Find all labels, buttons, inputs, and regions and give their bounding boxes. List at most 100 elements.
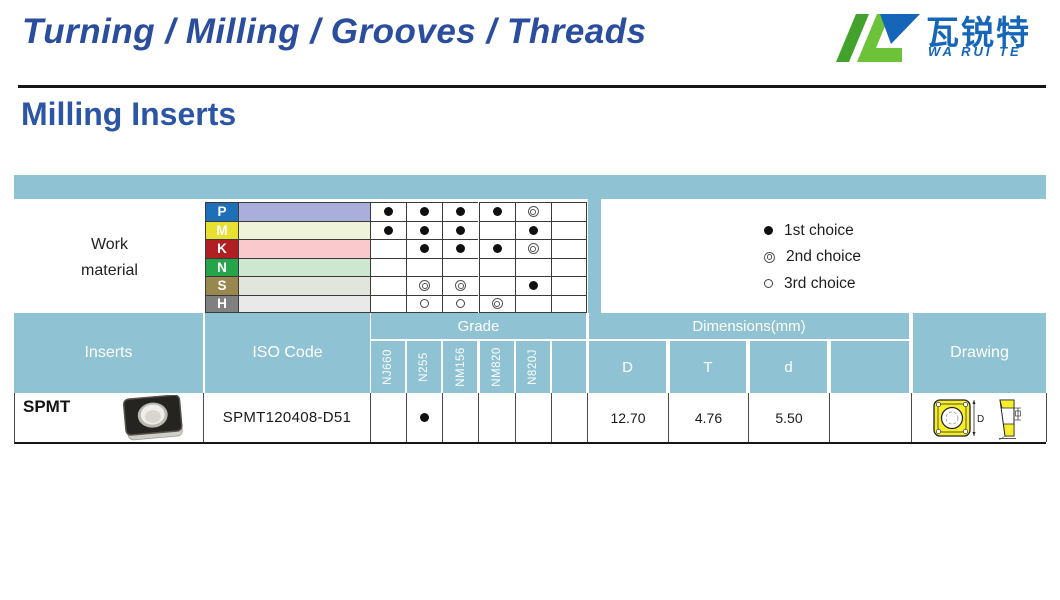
drawing-column-header: Drawing: [913, 313, 1046, 393]
first-choice-dot: [528, 281, 538, 291]
company-logo: 瓦锐特 WA RUI TE: [832, 6, 1048, 70]
first-choice-dot: [528, 225, 538, 235]
work-material-class-M: M: [205, 220, 238, 239]
grade-choice-cell: [406, 239, 443, 258]
iso-code-value: SPMT120408-D51: [222, 409, 352, 426]
grade-group-header: Grade: [371, 313, 586, 339]
inserts-column-header: Inserts: [14, 313, 203, 393]
first-choice-dot: [456, 225, 466, 235]
row-grade-cell: [443, 393, 480, 442]
row-grade-cell: [371, 393, 408, 442]
first-choice-dot: [420, 207, 430, 217]
grade-column-header: NM156: [443, 341, 478, 393]
first-choice-dot: [764, 226, 773, 235]
dimensions-group-header: Dimensions(mm): [589, 313, 909, 339]
third-choice-dot: [420, 299, 430, 309]
second-choice-dot: [491, 298, 503, 310]
grade-choice-cell: [514, 202, 551, 221]
grade-column-header: NM820: [479, 341, 514, 393]
dimension-column-header: T: [670, 341, 746, 393]
grade-choice-cell: [478, 257, 515, 276]
insert-top-view-drawing: D: [932, 398, 984, 437]
work-material-band: [238, 276, 370, 295]
grade-choice-cell: [406, 257, 443, 276]
section-title: Milling Inserts: [21, 96, 237, 132]
work-material-class-K: K: [205, 239, 238, 258]
row-grade-cell: [551, 393, 588, 442]
row-dimension-cell: 5.50: [749, 393, 830, 442]
grade-choice-cell: [370, 239, 407, 258]
work-material-caption-line1: Work: [90, 235, 129, 253]
work-material-band: [238, 257, 370, 276]
logo-mark-icon: [836, 14, 920, 62]
grade-choice-cell: [514, 294, 551, 313]
first-choice-dot: [384, 225, 394, 235]
legend-item: 1st choice: [764, 222, 854, 239]
row-dimension-cell: [830, 393, 912, 442]
grade-choice-cell: [370, 276, 407, 295]
legend-item: 3rd choice: [764, 275, 856, 292]
page-header-title: Turning / Milling / Grooves / Threads: [22, 12, 647, 51]
first-choice-dot: [456, 207, 466, 217]
grade-column-label: NM156: [454, 347, 467, 387]
work-material-caption-line2: material: [81, 261, 138, 279]
grade-choice-cell: [442, 276, 479, 295]
grade-choice-cell: [406, 276, 443, 295]
grade-choice-cell: [370, 220, 407, 239]
grade-choice-cell: [514, 239, 551, 258]
first-choice-dot: [384, 207, 394, 217]
second-choice-dot: [527, 243, 539, 255]
grade-column-header: NJ660: [371, 341, 406, 393]
catalog-table-row: SPMT SPMT120408-D51: [14, 393, 1047, 444]
logo-english-name: WA RUI TE: [928, 44, 1022, 59]
insert-photo: [122, 395, 183, 441]
grade-choice-cell: [406, 220, 443, 239]
work-material-band: [238, 239, 370, 258]
header-divider: [18, 85, 1046, 88]
dimension-column-header: d: [750, 341, 827, 393]
grade-column-header: N820J: [515, 341, 550, 393]
work-material-class-P: P: [205, 202, 238, 221]
work-material-class-S: S: [205, 276, 238, 295]
work-material-class-H: H: [205, 294, 238, 313]
first-choice-dot: [420, 225, 430, 235]
grade-column-header: [551, 341, 586, 393]
legend-label: 2nd choice: [786, 248, 861, 265]
insert-type-cell: SPMT: [15, 393, 204, 442]
grade-column-header: N255: [407, 341, 442, 393]
second-choice-dot: [455, 280, 467, 292]
work-material-class-N: N: [205, 257, 238, 276]
grade-choice-cell: [370, 202, 407, 221]
row-dimension-cell: 4.76: [669, 393, 749, 442]
grade-choice-cell: [478, 239, 515, 258]
grade-column-label: NJ660: [382, 349, 395, 385]
legend-label: 3rd choice: [784, 274, 856, 292]
row-grade-cell: [515, 393, 552, 442]
work-material-band: [238, 202, 370, 221]
legend-item: 2nd choice: [764, 248, 861, 266]
grade-choice-cell: [514, 220, 551, 239]
row-grade-cell: [407, 393, 444, 442]
first-choice-dot: [420, 244, 430, 254]
first-choice-dot: [420, 413, 430, 422]
dimension-column-header: D: [589, 341, 666, 393]
first-choice-dot: [492, 244, 502, 254]
grade-choice-cell: [370, 294, 407, 313]
table-top-band: [14, 175, 1046, 199]
grade-choice-cell: [550, 276, 587, 295]
first-choice-dot: [492, 207, 502, 217]
grade-choice-cell: [478, 220, 515, 239]
first-choice-dot: [456, 244, 466, 254]
iso-code-cell: SPMT120408-D51: [204, 393, 371, 442]
grade-choice-cell: [478, 276, 515, 295]
grade-column-label: N255: [418, 352, 431, 382]
insert-type-label: SPMT: [23, 397, 71, 416]
row-grade-cell: [479, 393, 516, 442]
grade-choice-cell: [442, 202, 479, 221]
grade-choice-cell: [550, 294, 587, 313]
insert-side-view-drawing: [998, 399, 1021, 440]
third-choice-dot: [764, 279, 773, 288]
logo-chinese-name: 瓦锐特: [926, 14, 1031, 51]
iso-code-column-header: ISO Code: [205, 313, 370, 393]
